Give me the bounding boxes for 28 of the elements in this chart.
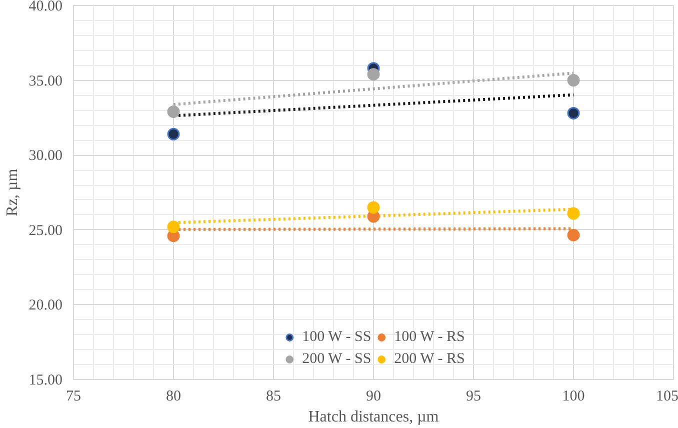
point [367,68,380,81]
legend-label: 100 W - RS [394,328,465,346]
legend-label: 200 W - SS [302,350,372,368]
point [167,220,180,234]
y-tick-label: 15.00 [28,372,62,388]
legend-label: 200 W - RS [394,350,465,368]
y-tick-label: 25.00 [28,222,62,239]
y-tick-label: 30.00 [28,148,62,164]
point [567,207,580,220]
x-tick-label: 85 [266,388,281,404]
legend-label: 100 W - SS [302,328,372,346]
y-tick-label: 35.00 [28,73,62,90]
x-tick-label: 90 [366,388,381,404]
point [567,228,580,242]
x-tick-label: 80 [166,388,181,404]
point [167,105,180,118]
y-axis-title: Rz, µm [4,168,21,216]
point [167,128,180,140]
point [567,74,580,87]
x-axis-title: Hatch distances, µm [308,408,440,426]
x-tick-label: 105 [656,388,678,404]
x-tick-label: 75 [66,388,81,404]
point [367,201,380,214]
x-tick-label: 95 [466,388,481,404]
point [567,106,580,120]
x-tick-label: 100 [562,388,585,404]
y-tick-label: 40.00 [28,0,62,14]
y-tick-label: 20.00 [28,298,62,314]
